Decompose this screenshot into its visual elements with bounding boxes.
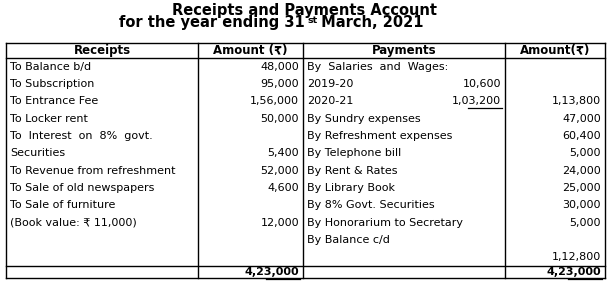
Text: March, 2021: March, 2021 [316,15,423,30]
Text: 1,56,000: 1,56,000 [250,96,299,106]
Text: To  Interest  on  8%  govt.: To Interest on 8% govt. [10,131,153,141]
Text: 4,23,000: 4,23,000 [546,267,601,277]
Text: Securities: Securities [10,148,65,158]
Text: 52,000: 52,000 [260,166,299,176]
Text: 5,000: 5,000 [569,218,601,228]
Text: st: st [307,16,317,25]
Text: 60,400: 60,400 [562,131,601,141]
Text: 12,000: 12,000 [260,218,299,228]
Text: 47,000: 47,000 [562,114,601,124]
Text: 1,12,800: 1,12,800 [552,252,601,262]
Text: By Honorarium to Secretary: By Honorarium to Secretary [307,218,463,228]
Text: 4,23,000: 4,23,000 [244,267,299,277]
Text: By  Salaries  and  Wages:: By Salaries and Wages: [307,62,448,72]
Text: Receipts and Payments Account: Receipts and Payments Account [172,3,437,18]
Text: Amount (₹): Amount (₹) [213,44,288,57]
Text: 1,03,200: 1,03,200 [452,96,501,106]
Text: 2019-20: 2019-20 [307,79,353,89]
Text: 48,000: 48,000 [260,62,299,72]
Text: Payments: Payments [371,44,436,57]
Text: By 8% Govt. Securities: By 8% Govt. Securities [307,200,434,210]
Text: 5,000: 5,000 [569,148,601,158]
Text: 24,000: 24,000 [562,166,601,176]
Text: 1,13,800: 1,13,800 [552,96,601,106]
Text: 50,000: 50,000 [260,114,299,124]
Text: 4,600: 4,600 [268,183,299,193]
Text: 10,600: 10,600 [463,79,501,89]
Text: By Rent & Rates: By Rent & Rates [307,166,398,176]
Text: 5,400: 5,400 [268,148,299,158]
Text: 25,000: 25,000 [562,183,601,193]
Text: 30,000: 30,000 [563,200,601,210]
Text: By Library Book: By Library Book [307,183,395,193]
Text: To Entrance Fee: To Entrance Fee [10,96,98,106]
Text: Receipts: Receipts [73,44,131,57]
Text: To Subscription: To Subscription [10,79,94,89]
Text: By Refreshment expenses: By Refreshment expenses [307,131,452,141]
Text: To Balance b/d: To Balance b/d [10,62,91,72]
Text: To Sale of old newspapers: To Sale of old newspapers [10,183,155,193]
Text: To Locker rent: To Locker rent [10,114,88,124]
Text: 95,000: 95,000 [260,79,299,89]
Text: To Sale of furniture: To Sale of furniture [10,200,115,210]
Text: (Book value: ₹ 11,000): (Book value: ₹ 11,000) [10,218,137,228]
Text: To Revenue from refreshment: To Revenue from refreshment [10,166,175,176]
Text: By Telephone bill: By Telephone bill [307,148,401,158]
Text: Amount(₹): Amount(₹) [520,44,590,57]
Text: By Sundry expenses: By Sundry expenses [307,114,420,124]
Text: 2020-21: 2020-21 [307,96,353,106]
Text: By Balance c/d: By Balance c/d [307,235,390,245]
Text: for the year ending 31: for the year ending 31 [119,15,305,30]
